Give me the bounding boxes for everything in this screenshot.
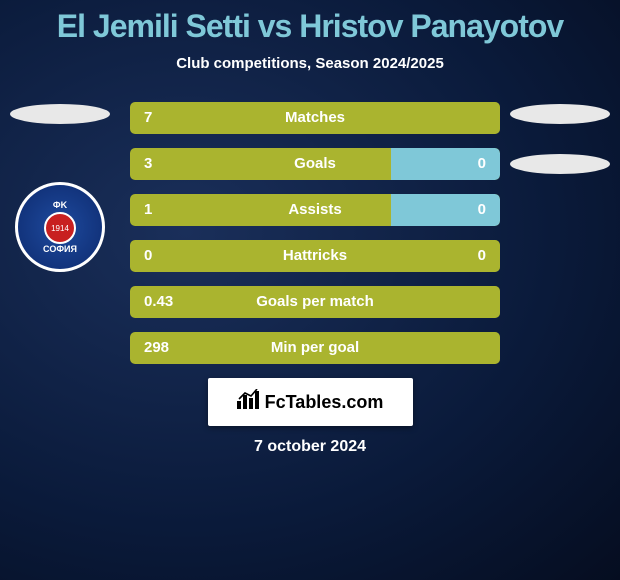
stat-row: 0.43Goals per match bbox=[130, 286, 500, 318]
stat-label: Min per goal bbox=[130, 332, 500, 364]
comparison-subtitle: Club competitions, Season 2024/2025 bbox=[0, 55, 620, 72]
comparison-main: ФK 1914 СОФИЯ 7Matches 30Goals 10Assists 00… bbox=[0, 102, 620, 456]
player-left-club-badge: ФK 1914 СОФИЯ bbox=[15, 182, 105, 272]
stat-row: 10Assists bbox=[130, 194, 500, 226]
stat-label: Goals per match bbox=[130, 286, 500, 318]
stat-row: 7Matches bbox=[130, 102, 500, 134]
stat-label: Goals bbox=[130, 148, 500, 180]
branding-box: FcTables.com bbox=[208, 378, 413, 426]
club-badge-year: 1914 bbox=[44, 212, 76, 244]
stat-row: 00Hattricks bbox=[130, 240, 500, 272]
branding-text: FcTables.com bbox=[265, 392, 384, 413]
player-right-badge bbox=[510, 104, 610, 124]
club-badge-bottom-text: СОФИЯ bbox=[43, 244, 77, 254]
infographic-date: 7 october 2024 bbox=[0, 438, 620, 456]
stat-row: 298Min per goal bbox=[130, 332, 500, 364]
club-badge-top-text: ФK bbox=[53, 200, 67, 210]
comparison-title: El Jemili Setti vs Hristov Panayotov bbox=[0, 0, 620, 45]
player-right-club-badge bbox=[510, 154, 610, 174]
stat-rows: 7Matches 30Goals 10Assists 00Hattricks 0.43G… bbox=[130, 102, 500, 364]
stat-label: Assists bbox=[130, 194, 500, 226]
stat-label: Matches bbox=[130, 102, 500, 134]
stat-row: 30Goals bbox=[130, 148, 500, 180]
chart-icon bbox=[237, 389, 259, 415]
player-left-badge bbox=[10, 104, 110, 124]
stat-label: Hattricks bbox=[130, 240, 500, 272]
